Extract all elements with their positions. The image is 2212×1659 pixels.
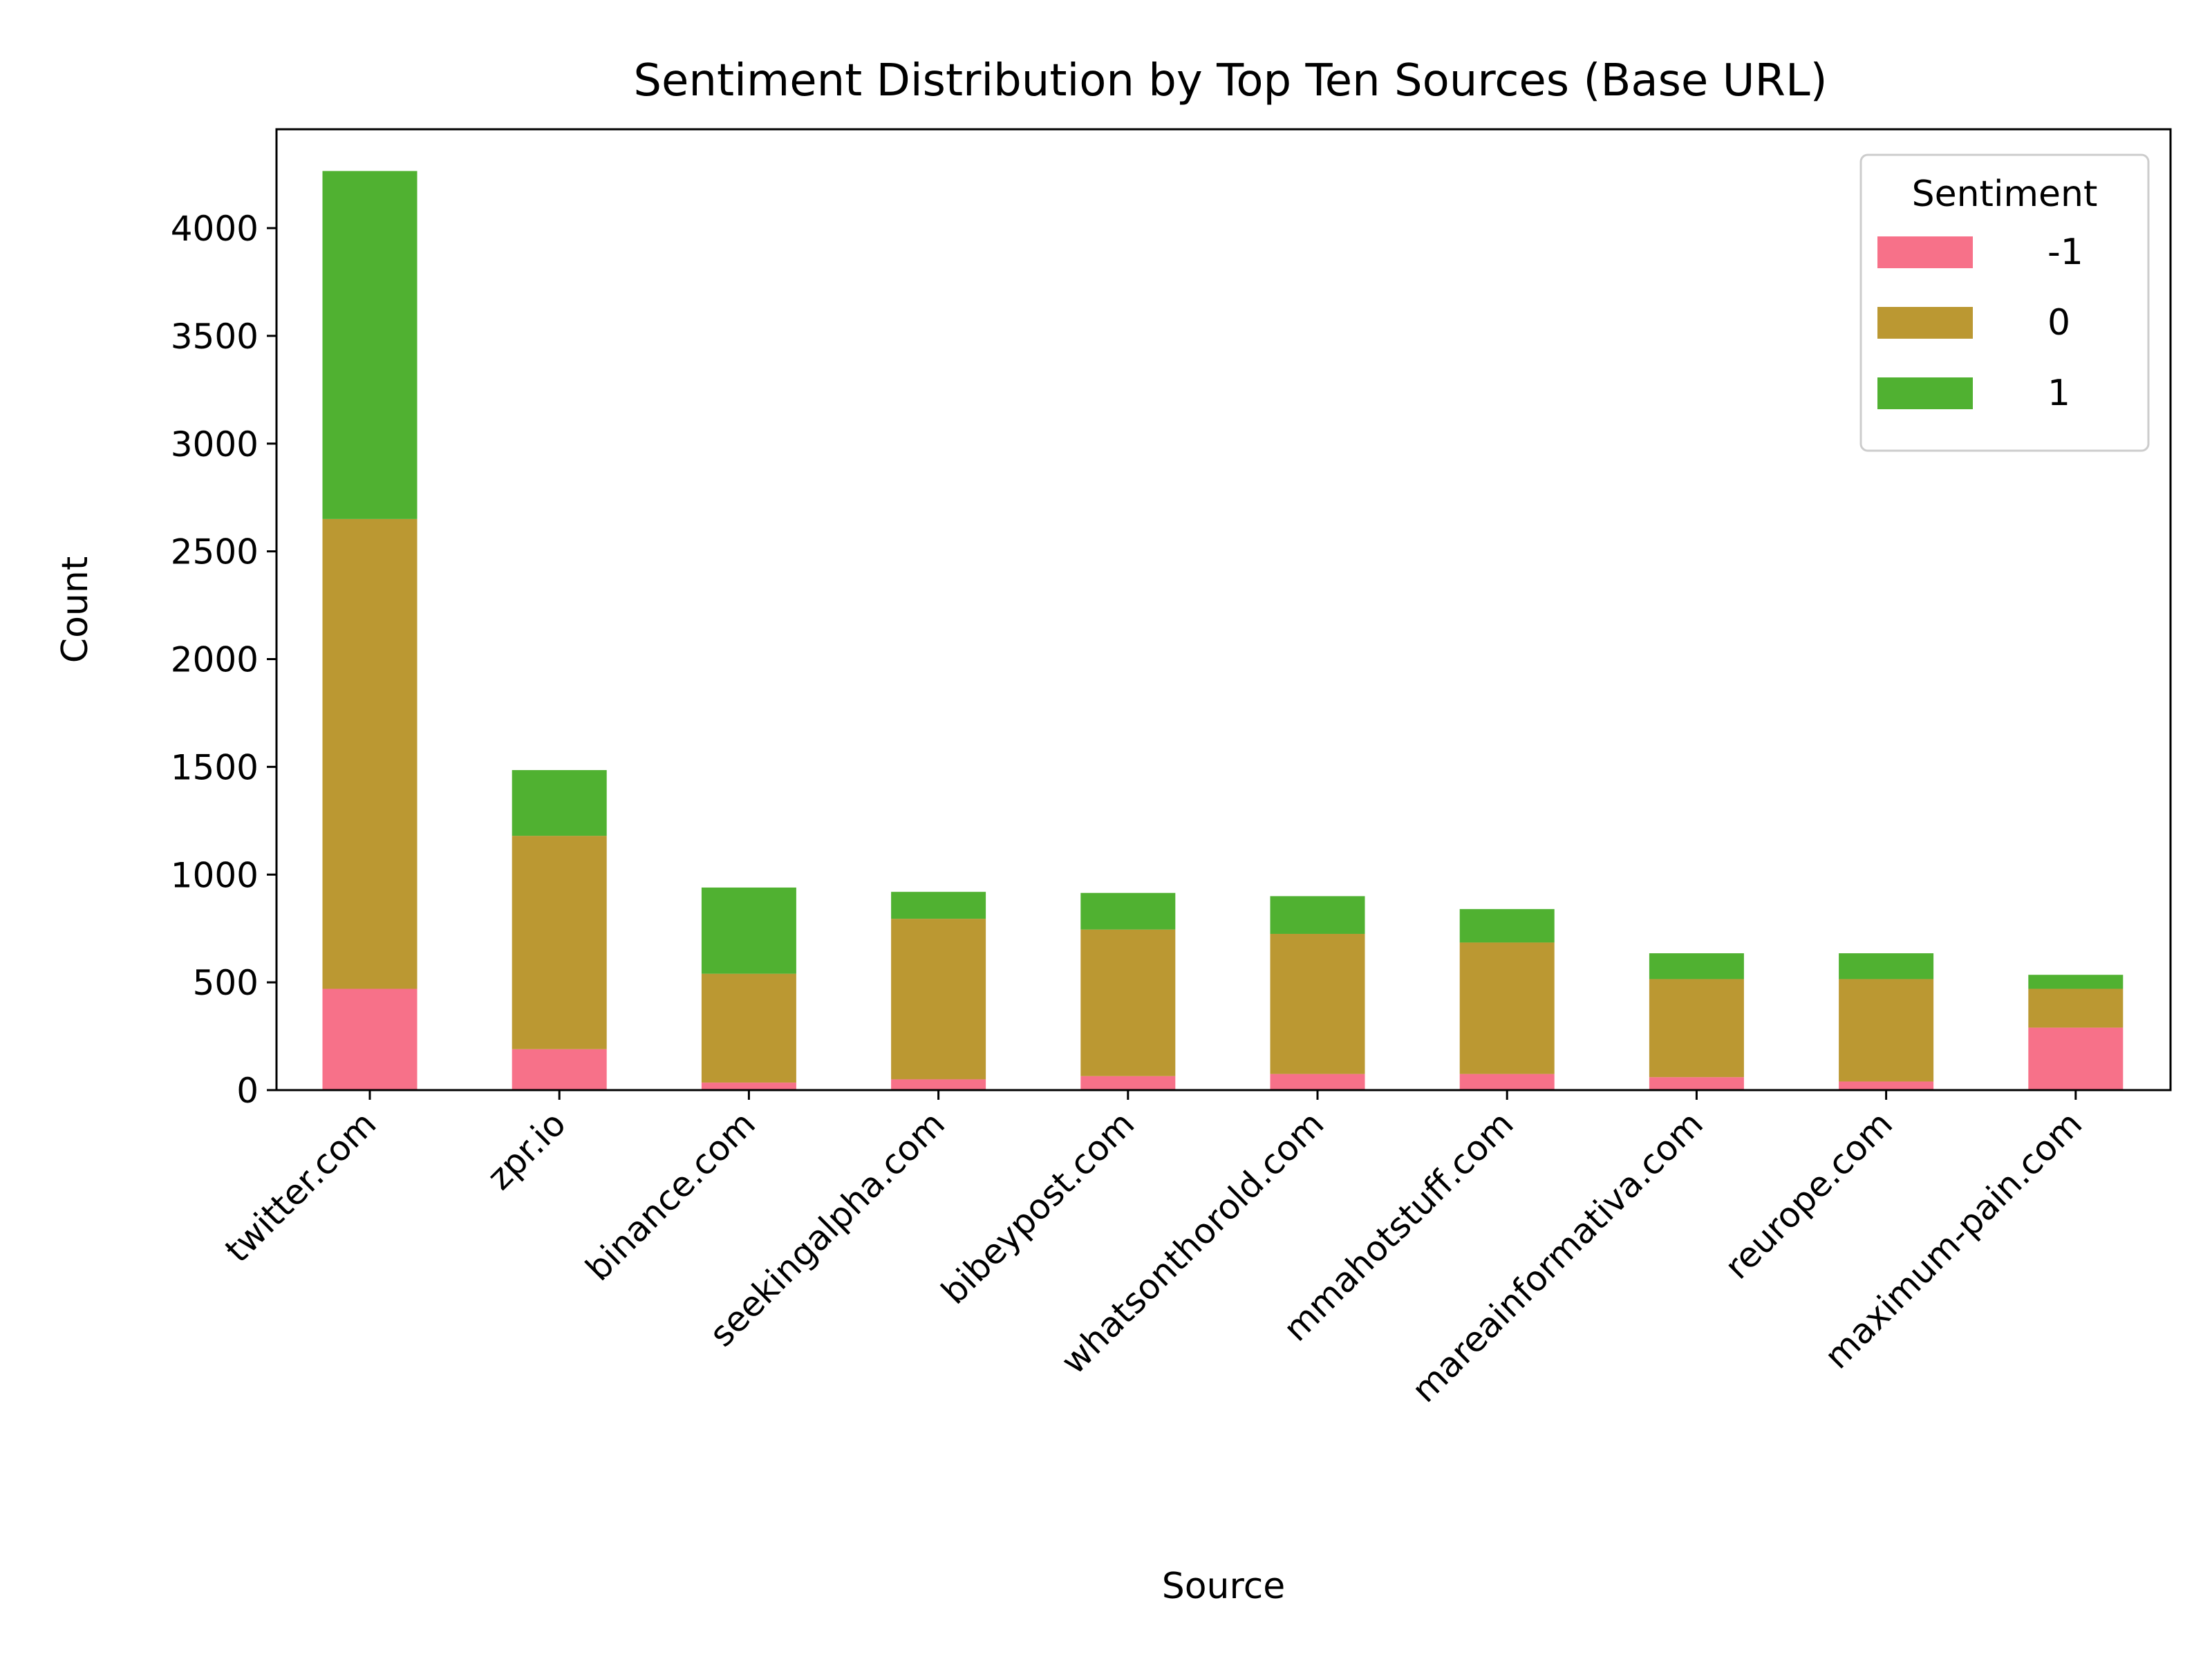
- y-tick-label: 4000: [171, 209, 259, 249]
- bar-twitter-com-sentiment-1: [322, 171, 418, 519]
- y-tick-label: 500: [193, 963, 259, 1003]
- bar-reurope-com-sentiment-1: [1839, 953, 1934, 980]
- legend-swatch-1: [1877, 377, 1973, 409]
- bar-whatsonthorold-com-sentiment-0: [1270, 933, 1365, 1074]
- bar-maximum-pain-com-sentiment-1: [2028, 975, 2124, 989]
- y-tick-label: 2500: [171, 532, 259, 572]
- bar-seekingalpha-com-sentiment--1: [891, 1079, 986, 1090]
- bar-seekingalpha-com-sentiment-1: [891, 892, 986, 919]
- bar-binance-com-sentiment-0: [701, 973, 796, 1083]
- y-tick-label: 2000: [171, 640, 259, 680]
- bar-mmahotstuff-com-sentiment-1: [1459, 909, 1555, 943]
- bar-mmahotstuff-com-sentiment--1: [1459, 1074, 1555, 1090]
- bar-whatsonthorold-com-sentiment--1: [1270, 1074, 1365, 1090]
- y-tick-label: 0: [236, 1071, 259, 1111]
- bar-zpr-io-sentiment--1: [512, 1049, 607, 1090]
- bar-bibeypost-com-sentiment-1: [1080, 892, 1176, 930]
- bar-mmahotstuff-com-sentiment-0: [1459, 942, 1555, 1074]
- bar-mareainformativa-com-sentiment-0: [1649, 979, 1744, 1078]
- legend-label--1: -1: [2047, 232, 2083, 273]
- y-tick-label: 3000: [171, 424, 259, 465]
- bar-whatsonthorold-com-sentiment-1: [1270, 896, 1365, 934]
- y-axis: 0 500 1000 1500 2000 2500 3000 3500 4000: [171, 209, 276, 1111]
- bar-seekingalpha-com-sentiment-0: [891, 919, 986, 1080]
- legend-frame: [1859, 153, 2150, 452]
- legend-label-0: 0: [2047, 302, 2070, 344]
- bar-twitter-com-sentiment--1: [322, 988, 418, 1090]
- bar-maximum-pain-com-sentiment--1: [2028, 1027, 2124, 1090]
- x-axis-label: Source: [1162, 1566, 1286, 1607]
- bar-maximum-pain-com-sentiment-0: [2028, 988, 2124, 1028]
- plot-frame: [275, 128, 2172, 1091]
- bar-zpr-io-sentiment-0: [512, 836, 607, 1049]
- chart-title: Sentiment Distribution by Top Ten Source…: [633, 55, 1827, 106]
- y-tick-label: 1000: [171, 855, 259, 895]
- bars-layer: [322, 171, 2124, 1090]
- bar-mareainformativa-com-sentiment-1: [1649, 953, 1744, 980]
- bar-reurope-com-sentiment-0: [1839, 979, 1934, 1082]
- legend-label-1: 1: [2047, 373, 2070, 414]
- bar-reurope-com-sentiment--1: [1839, 1081, 1934, 1090]
- bar-bibeypost-com-sentiment--1: [1080, 1076, 1176, 1090]
- legend: Sentiment -1 0 1: [1859, 153, 2150, 452]
- y-axis-label: Count: [55, 556, 96, 663]
- y-tick-label: 3500: [171, 317, 259, 357]
- bar-mareainformativa-com-sentiment--1: [1649, 1077, 1744, 1090]
- y-tick-label: 1500: [171, 747, 259, 787]
- bar-binance-com-sentiment-1: [701, 887, 796, 974]
- legend-swatch-0: [1877, 307, 1973, 339]
- legend-swatch--1: [1877, 236, 1973, 268]
- bar-bibeypost-com-sentiment-0: [1080, 929, 1176, 1076]
- bar-twitter-com-sentiment-0: [322, 518, 418, 989]
- bar-zpr-io-sentiment-1: [512, 770, 607, 836]
- legend-title: Sentiment: [1912, 174, 2098, 215]
- bar-binance-com-sentiment--1: [701, 1082, 796, 1090]
